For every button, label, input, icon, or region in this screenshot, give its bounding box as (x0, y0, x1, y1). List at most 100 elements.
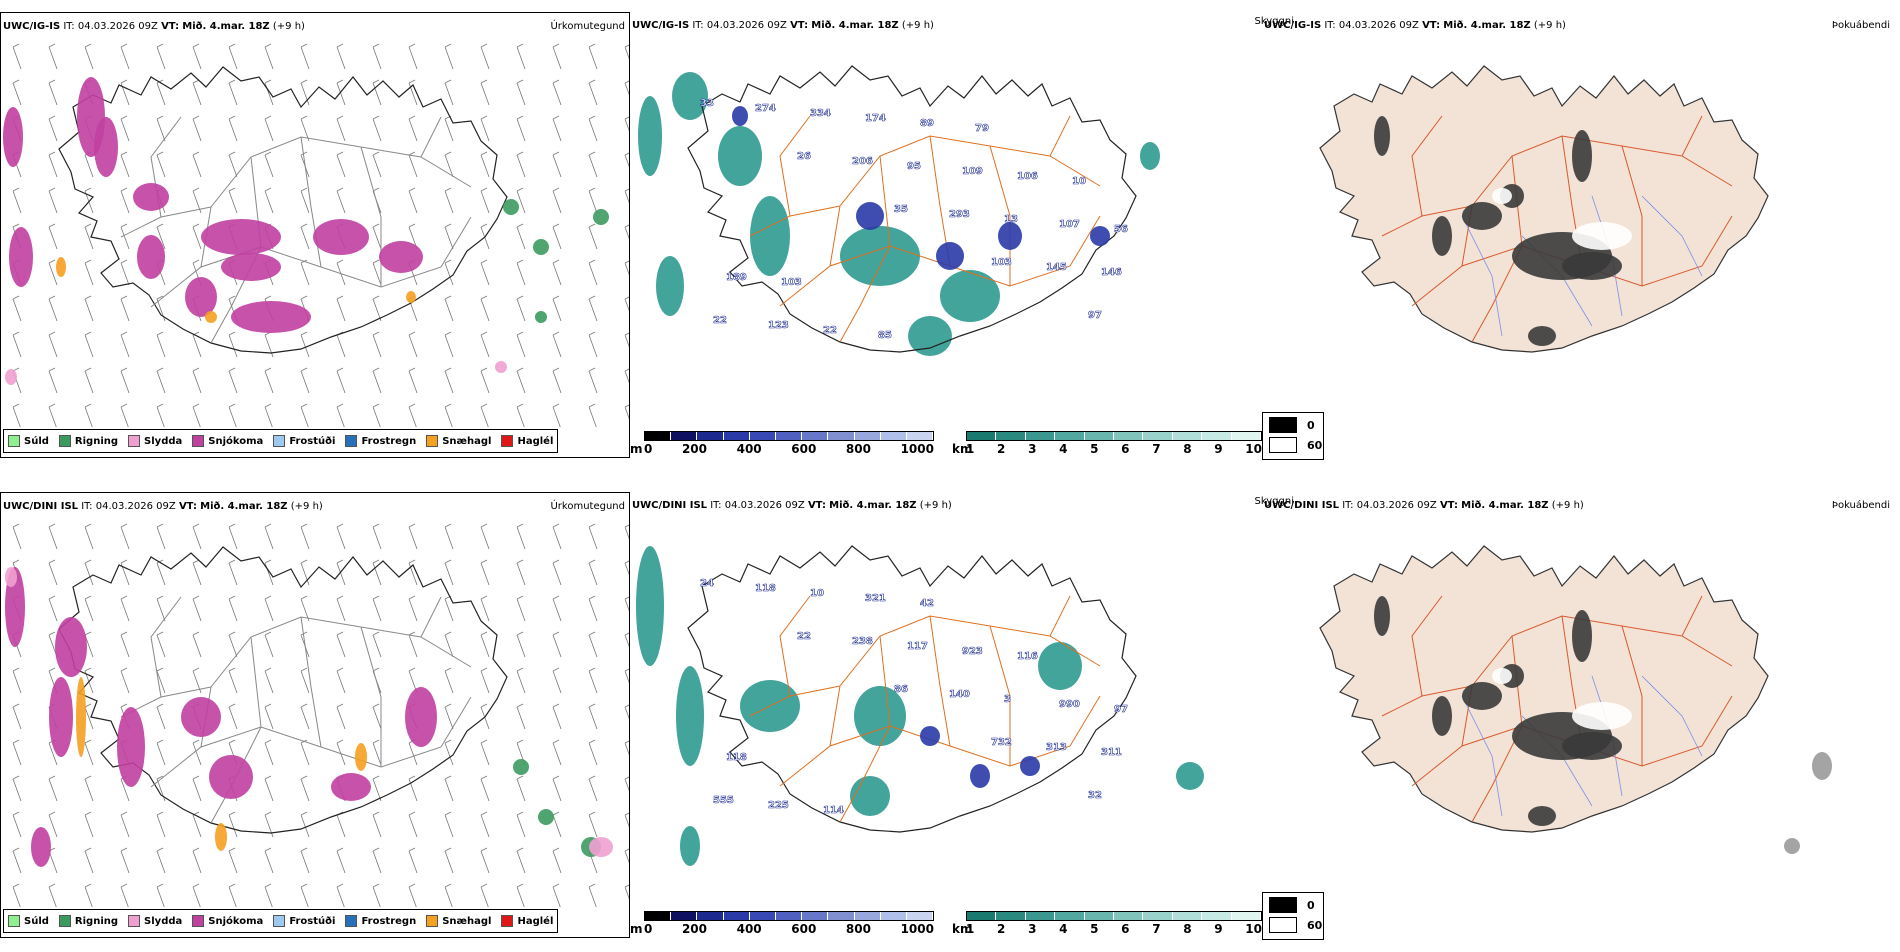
wind-barb (336, 331, 346, 358)
legend-label: Slydda (144, 915, 183, 927)
wind-barb (84, 223, 94, 250)
glacier-area (1492, 668, 1512, 684)
wind-barb (444, 187, 454, 214)
wind-barb (192, 43, 202, 70)
wind-barb (84, 295, 94, 322)
wind-barb (588, 667, 598, 694)
colorbar-segment (1202, 912, 1232, 920)
legend-item: Haglél (501, 435, 553, 447)
graupel-area (406, 291, 416, 303)
cloud-base-label: 106 (1017, 171, 1038, 182)
wind-barb (336, 403, 345, 427)
fog-dense-area (1572, 610, 1592, 662)
wind-barb (84, 187, 94, 214)
visibility-map: 24 22 86 732 32 118 238 140 313 555 10 117 3 311 225 32… (636, 545, 1204, 866)
snowfall-area (3, 107, 23, 167)
wind-barb (156, 223, 166, 250)
wind-barb (624, 404, 629, 420)
low-visibility-area (1140, 142, 1160, 170)
colorbar-tick: 5 (1090, 922, 1099, 936)
panel-header: UWC/DINI ISL IT: 04.03.2026 09Z VT: Mið.… (1264, 500, 1584, 511)
wind-barb (156, 847, 166, 874)
panel-title: Skyggni (1254, 496, 1294, 507)
wind-barb (516, 367, 526, 394)
legend-swatch (128, 435, 141, 447)
wind-barb (120, 847, 130, 874)
wind-barb (444, 667, 454, 694)
cloud-base-label: 22 (713, 315, 727, 326)
wind-barb (264, 79, 274, 106)
wind-barb (624, 704, 629, 720)
cloud-base-label: 118 (726, 752, 747, 763)
wind-barb (372, 295, 382, 322)
wind-barb (624, 524, 629, 540)
colorbar-tick: 200 (681, 442, 708, 456)
wind-barb (192, 79, 202, 106)
legend-swatch (192, 435, 205, 447)
cloud-base-label: 97 (1088, 310, 1102, 321)
wind-barb (588, 739, 598, 766)
wind-barb (372, 775, 382, 802)
wind-barb (624, 332, 629, 348)
wind-barb (552, 811, 562, 838)
wind-barb (84, 739, 94, 766)
low-cloud-area (920, 726, 940, 746)
colorbar-segment (1084, 912, 1115, 920)
snowfall-area (331, 773, 371, 801)
road-line (1049, 115, 1071, 157)
low-visibility-area (676, 666, 704, 766)
colorbar-segment (854, 432, 881, 440)
wind-barb (372, 739, 382, 766)
wind-barb (444, 775, 454, 802)
wind-barb (12, 331, 22, 358)
colorbar-segment (775, 432, 803, 440)
legend-item: Haglél (501, 915, 553, 927)
wind-barb (300, 187, 310, 214)
wind-barb (372, 151, 382, 178)
legend-swatch (128, 915, 141, 927)
sleet-area (5, 369, 17, 385)
snowfall-area (221, 253, 281, 281)
low-cloud-area (1090, 226, 1110, 246)
wind-barb (336, 595, 346, 622)
colorbar-segment (967, 432, 997, 440)
legend-label: Frostúði (289, 435, 336, 447)
wind-barb (516, 295, 526, 322)
colorbar-segment (1231, 912, 1262, 920)
colorbar-segment (671, 912, 698, 920)
river-line (1641, 195, 1703, 277)
colorbar-segment (996, 912, 1026, 920)
wind-barb (372, 223, 382, 250)
colorbar-tick: 1000 (900, 922, 934, 936)
wind-barb (156, 883, 165, 907)
wind-barb (300, 703, 310, 730)
low-cloud-area (970, 764, 990, 788)
wind-barb (120, 187, 130, 214)
river-line (1641, 675, 1703, 757)
wind-barb (408, 151, 418, 178)
rain-area (593, 209, 609, 225)
low-visibility-area (940, 270, 1000, 322)
wind-barb (408, 523, 418, 550)
wind-barb (372, 595, 382, 622)
wind-barb (300, 367, 310, 394)
wind-barb (48, 79, 58, 106)
legend-label: Haglél (517, 915, 554, 927)
cloud-base-label: 145 (1046, 262, 1067, 273)
road-line (929, 615, 951, 747)
cloud-base-label: 97 (1114, 704, 1128, 715)
wind-barb (300, 559, 310, 586)
colorbar-tick: 5 (1090, 442, 1099, 456)
colorbar-tick: 1 (966, 922, 975, 936)
cloud-base-label: 311 (1101, 747, 1122, 758)
colorbar-segment (1231, 432, 1262, 440)
colorbar-segment (697, 912, 724, 920)
wind-barb (372, 367, 382, 394)
road-line (879, 635, 891, 727)
wind-barb (552, 595, 562, 622)
low-visibility-area (854, 686, 906, 746)
fog-map (1319, 65, 1769, 353)
wind-barb (480, 367, 490, 394)
wind-barb (264, 775, 274, 802)
wind-barb (624, 152, 629, 168)
